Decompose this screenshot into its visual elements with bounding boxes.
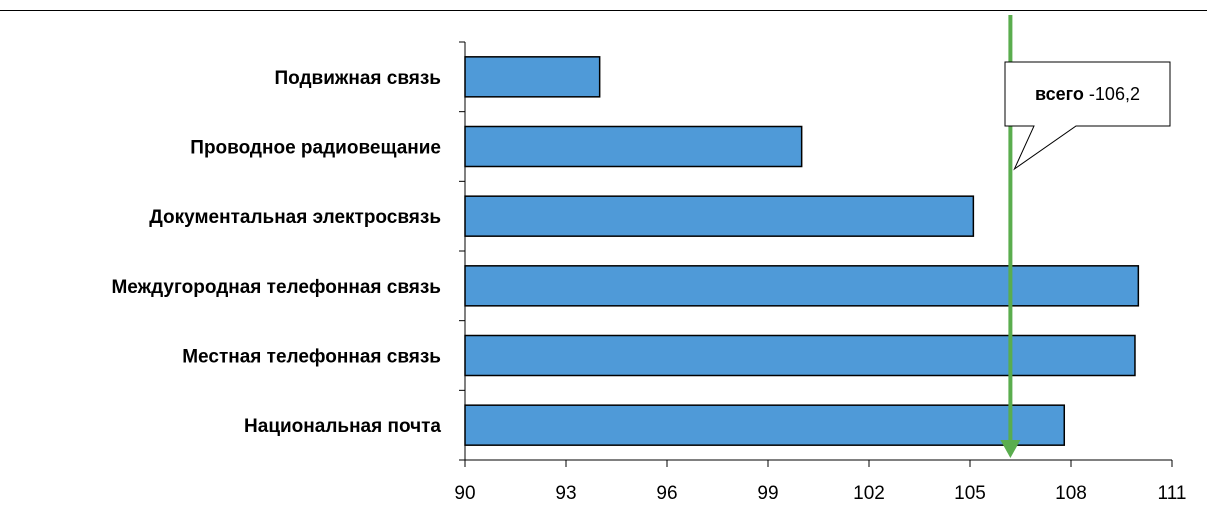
total-callout: всего -106,2: [1004, 61, 1171, 171]
category-label-0: Подвижная связь: [274, 68, 441, 89]
category-label-3: Междугородная телефонная связь: [111, 277, 441, 298]
bars-group: [464, 56, 1140, 446]
x-tick-label-3: 99: [757, 483, 778, 504]
category-label-4: Местная телефонная связь: [182, 347, 441, 368]
callout-bold-text: всего: [1035, 84, 1084, 104]
callout-box: [1004, 61, 1171, 171]
bar-4: [464, 334, 1136, 377]
category-labels: Подвижная связь Проводное радиовещание Док…: [111, 68, 441, 437]
x-tick-label-1: 93: [555, 483, 576, 504]
x-tick-label-2: 96: [656, 483, 677, 504]
x-tick-label-5: 105: [954, 483, 986, 504]
x-tick-label-7: 111: [1158, 483, 1187, 504]
top-rule: [0, 10, 1207, 11]
category-label-1: Проводное радиовещание: [190, 138, 441, 159]
bar-5: [464, 404, 1066, 446]
x-axis-ticks: [464, 460, 1173, 467]
callout-label: всего -106,2: [1035, 84, 1140, 104]
x-tick-label-6: 108: [1055, 483, 1087, 504]
bar-1: [464, 125, 803, 168]
bar-2: [464, 195, 975, 237]
category-label-2: Документальная электросвязь: [149, 207, 441, 228]
x-axis-tick-labels: 90 93 96 99 102 105 108 111: [454, 483, 1186, 504]
category-label-5: Национальная почта: [244, 416, 441, 437]
reference-arrowhead: [1000, 440, 1021, 458]
x-tick-label-0: 90: [454, 483, 475, 504]
x-tick-label-4: 102: [853, 483, 885, 504]
bar-0: [464, 56, 601, 98]
bar-3: [464, 265, 1140, 307]
callout-value-text: -106,2: [1084, 84, 1140, 104]
y-axis-ticks: [459, 41, 465, 461]
